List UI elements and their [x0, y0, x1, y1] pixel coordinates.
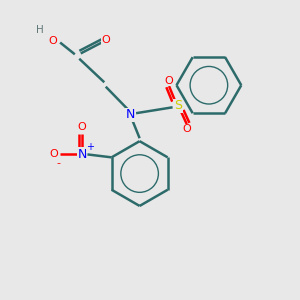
- Text: O: O: [48, 36, 57, 46]
- Text: O: O: [165, 76, 173, 86]
- Text: +: +: [86, 142, 94, 152]
- Text: N: N: [126, 108, 136, 121]
- Text: O: O: [182, 124, 191, 134]
- Text: O: O: [101, 34, 110, 45]
- Text: O: O: [78, 122, 86, 132]
- Text: -: -: [56, 158, 60, 168]
- Text: H: H: [36, 25, 43, 35]
- Text: S: S: [174, 99, 182, 112]
- Text: O: O: [49, 149, 58, 159]
- Text: N: N: [77, 148, 87, 161]
